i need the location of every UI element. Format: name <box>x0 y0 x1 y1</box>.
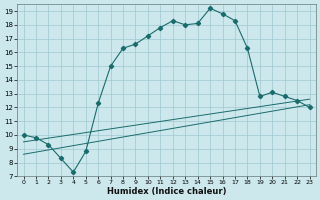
X-axis label: Humidex (Indice chaleur): Humidex (Indice chaleur) <box>107 187 226 196</box>
